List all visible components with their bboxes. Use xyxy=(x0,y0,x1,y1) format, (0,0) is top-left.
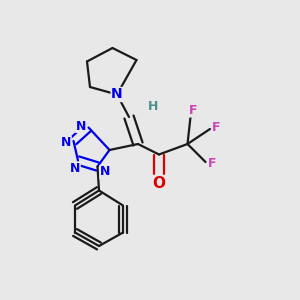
Text: F: F xyxy=(208,157,216,170)
Text: N: N xyxy=(61,136,71,149)
Text: N: N xyxy=(70,162,80,176)
Text: O: O xyxy=(152,176,166,190)
Text: N: N xyxy=(111,88,123,101)
Text: H: H xyxy=(148,100,158,113)
Text: N: N xyxy=(100,165,110,178)
Text: F: F xyxy=(189,104,198,117)
Text: N: N xyxy=(76,119,86,133)
Text: F: F xyxy=(212,121,221,134)
